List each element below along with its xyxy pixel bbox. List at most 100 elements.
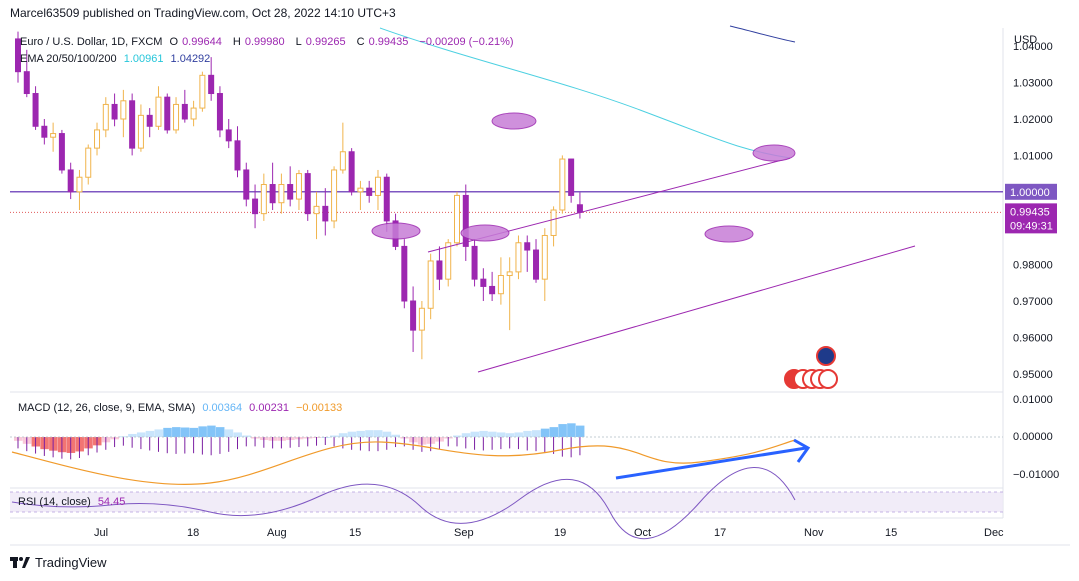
candle-body — [445, 242, 452, 280]
candle-body — [366, 187, 373, 196]
candle-body — [234, 140, 241, 171]
candle-body — [111, 103, 118, 120]
macd-histogram-bar — [488, 431, 497, 437]
time-axis-label: 17 — [714, 527, 726, 539]
ema-navy-line — [729, 25, 796, 43]
candle-body — [269, 184, 276, 204]
candle-body — [94, 129, 101, 149]
candle-body — [410, 300, 417, 331]
highlight-ellipse — [491, 112, 537, 130]
macd-histogram-bar — [163, 427, 172, 437]
candle-body — [401, 245, 408, 302]
macd-histogram-bar — [558, 424, 567, 437]
ema-value-1: 1.00961 — [123, 53, 164, 65]
macd-histogram-bar — [224, 429, 234, 437]
change-value: −0.00209 (−0.21%) — [419, 36, 514, 48]
highlight-ellipse — [704, 225, 754, 243]
close-label: C 0.99435 — [356, 36, 409, 48]
candle-body — [550, 209, 557, 236]
candle-body — [50, 133, 57, 138]
macd-histogram-bar — [215, 427, 225, 437]
candle-body — [146, 114, 153, 127]
macd-histogram-bar — [180, 427, 190, 437]
macd-histogram-bar — [338, 433, 348, 437]
candle-body — [348, 151, 355, 193]
macd-histogram-bar — [382, 431, 392, 437]
macd-histogram-bar — [479, 430, 488, 437]
candle-body — [524, 242, 531, 251]
candle-body — [436, 260, 443, 280]
macd-tick-label: 0.01000 — [1013, 394, 1053, 406]
candle-body — [252, 198, 259, 215]
level-price-tag — [1005, 183, 1057, 200]
candle-body — [322, 205, 329, 222]
high-label: H 0.99980 — [232, 36, 285, 48]
candle-body — [216, 93, 223, 131]
candle-body — [15, 38, 21, 73]
macd-histogram-bar — [532, 430, 541, 437]
candle-body — [462, 194, 469, 247]
macd-histogram-bar — [145, 430, 155, 437]
candle-body — [23, 71, 30, 95]
rsi-value: 54.45 — [97, 496, 126, 508]
macd-value-1: 0.00364 — [202, 402, 243, 414]
eu-event-icon — [816, 346, 836, 366]
macd-value-2: 0.00231 — [249, 402, 289, 414]
candle-body — [497, 275, 504, 295]
candle-body — [173, 103, 180, 131]
macd-histogram-bar — [356, 430, 365, 437]
candle-body — [190, 107, 197, 120]
candle-body — [313, 205, 320, 215]
candle-body — [278, 184, 285, 204]
last-price-tag — [1005, 203, 1057, 234]
macd-histogram-bar — [207, 425, 216, 437]
tradingview-footer: TradingView — [10, 555, 107, 570]
macd-histogram-bar — [567, 423, 576, 437]
macd-histogram-bar — [523, 430, 532, 437]
candle-body — [225, 129, 232, 142]
candle-body — [58, 133, 65, 171]
candle-body — [304, 173, 311, 215]
candle-body — [418, 307, 425, 331]
candle-body — [471, 245, 478, 280]
time-axis-label: Nov — [804, 527, 824, 539]
countdown-label: 09:49:31 — [1010, 220, 1053, 232]
ema-value-2: 1.04292 — [170, 53, 211, 65]
lower-trendline — [477, 245, 916, 373]
candle-body — [480, 278, 487, 287]
open-label: O 0.99644 — [169, 36, 222, 48]
time-axis-label: 15 — [885, 527, 897, 539]
publisher-line: Marcel63509 published on TradingView.com… — [10, 6, 396, 20]
macd-histogram-bar — [136, 432, 146, 437]
candle-body — [374, 176, 381, 196]
candle-body — [32, 93, 39, 127]
price-tick-label: 0.98000 — [1013, 260, 1053, 272]
macd-histogram-bar — [505, 433, 515, 437]
currency-label: USD — [1014, 34, 1038, 46]
macd-histogram-bar — [453, 435, 462, 437]
candle-body — [533, 249, 540, 280]
level-price-tag-label: 1.00000 — [1010, 187, 1050, 199]
candle-body — [427, 260, 434, 309]
macd-histogram-bar — [365, 430, 374, 437]
macd-histogram-bar — [549, 427, 559, 437]
candle-body — [76, 176, 83, 193]
candle-body — [129, 100, 136, 149]
close-value: 0.99435 — [368, 36, 409, 48]
macd-histogram-bar — [347, 431, 357, 437]
macd-histogram-bar — [330, 435, 339, 437]
open-value: 0.99644 — [182, 36, 222, 48]
low-label: L 0.99265 — [295, 36, 346, 48]
candle-body — [515, 242, 522, 273]
tradingview-logo-icon — [10, 556, 30, 568]
macd-histogram-bar — [242, 435, 251, 437]
candle-body — [67, 169, 74, 193]
last-price-tag-label: 0.99435 — [1010, 206, 1050, 218]
rsi-line — [11, 467, 796, 539]
candle-body — [120, 100, 127, 120]
macd-histogram-bar — [233, 432, 242, 437]
highlight-ellipse — [460, 224, 510, 242]
macd-signal-line — [11, 439, 796, 486]
